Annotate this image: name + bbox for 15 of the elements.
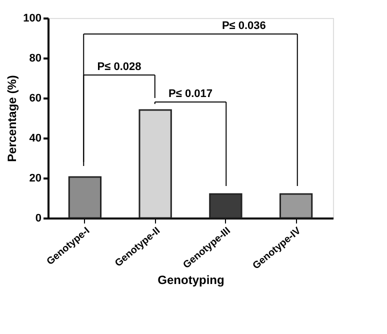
bar bbox=[68, 176, 102, 219]
bar bbox=[279, 193, 313, 219]
annotation: P≤ 0.017 bbox=[168, 88, 212, 100]
y-tick-label: 20 bbox=[29, 172, 42, 184]
bar bbox=[138, 109, 172, 219]
y-tick-label: 60 bbox=[29, 92, 42, 104]
bar bbox=[209, 193, 242, 219]
y-tick-label: 80 bbox=[29, 52, 42, 64]
y-tick-label: 0 bbox=[35, 212, 42, 224]
y-tick-label: 40 bbox=[29, 132, 42, 144]
y-tick-label: 100 bbox=[23, 12, 42, 24]
annotation: P≤ 0.036 bbox=[222, 20, 266, 32]
y-axis-title: Percentage (%) bbox=[5, 75, 20, 162]
annotation: P≤ 0.028 bbox=[97, 61, 142, 73]
x-axis-title: Genotyping bbox=[158, 273, 224, 288]
